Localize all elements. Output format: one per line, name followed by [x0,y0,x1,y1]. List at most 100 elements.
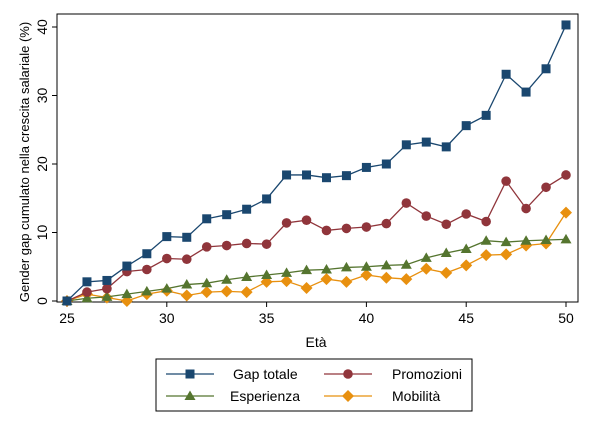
data-point [162,232,172,242]
data-point [81,292,93,303]
data-point [321,173,331,183]
data-point [420,262,433,275]
data-point [420,252,432,262]
data-point [180,289,193,302]
data-point [481,216,491,227]
data-point [241,238,252,249]
data-point [481,110,491,120]
data-point [461,209,472,219]
data-point [360,268,373,281]
data-point [62,296,72,306]
legend-box [155,358,473,412]
data-point [561,170,571,180]
legend-item: Esperienza [166,388,300,404]
data-point [520,235,532,245]
series-layer [61,20,572,307]
x-tick-label: 35 [259,310,275,326]
axes: 25 30 35 40 45 50 0 10 20 30 40 [34,19,574,326]
data-point [560,206,572,219]
data-point [102,275,112,285]
data-point [82,287,92,297]
data-point [401,140,411,150]
data-point [182,232,192,242]
data-point [142,264,152,275]
legend-label: Gap totale [233,366,298,382]
x-axis-label: Età [305,334,326,350]
data-point [241,271,253,282]
data-point [141,285,153,296]
data-point [361,162,371,172]
data-point [261,269,273,279]
x-tick-label: 50 [558,310,574,326]
data-point [162,253,172,264]
data-point [222,210,232,220]
data-point [460,243,472,253]
data-point [440,247,452,258]
data-point [262,194,272,204]
data-point [400,259,412,269]
series-square [62,20,571,306]
data-point [460,259,473,272]
data-point [221,240,232,251]
data-point [280,275,293,288]
data-point [461,121,471,131]
x-tick-label: 30 [159,310,175,326]
data-point [480,235,492,245]
data-point [281,267,293,277]
y-tick-label: 20 [34,156,50,172]
x-tick-label: 45 [458,310,474,326]
data-point [320,263,332,274]
data-point [560,233,572,244]
data-point [401,198,412,208]
data-point [541,64,551,74]
data-point [201,277,213,288]
data-point [561,20,571,30]
data-point [381,159,391,169]
y-tick-label: 10 [34,225,50,241]
legend-label: Mobilità [392,388,440,404]
y-tick-label: 30 [34,88,50,104]
data-point [501,176,511,186]
legend-item: Promozioni [324,366,462,382]
data-point [500,236,512,247]
data-point [400,273,413,286]
legend-marker [343,369,353,379]
legend-marker [185,369,195,379]
data-point [440,266,453,279]
data-point [441,219,452,230]
data-point [321,225,332,236]
data-point [121,288,133,299]
y-tick-label: 0 [34,297,50,305]
data-point [221,274,233,284]
data-point [282,170,292,180]
data-point [281,218,292,228]
legend-label: Esperienza [230,388,300,404]
data-point [101,291,113,301]
data-point [122,261,132,271]
legend-label: Promozioni [392,366,462,382]
data-point [500,248,513,261]
series-circle [62,170,571,306]
legend-item: Gap totale [166,366,298,382]
x-tick-label: 40 [359,310,375,326]
data-point [501,69,511,79]
legend-item: Mobilità [324,388,440,404]
data-point [341,223,352,234]
legend-marker [184,390,196,400]
data-point [340,275,353,288]
data-point [161,283,173,293]
data-point [381,218,392,229]
data-point [521,87,531,97]
data-point [202,214,212,224]
data-point [242,204,252,214]
data-point [82,277,92,287]
data-point [341,171,351,181]
data-point [541,182,551,193]
data-point [220,285,233,298]
data-point [480,249,493,262]
data-point [441,142,451,152]
data-point [302,170,312,180]
data-point [320,273,333,286]
